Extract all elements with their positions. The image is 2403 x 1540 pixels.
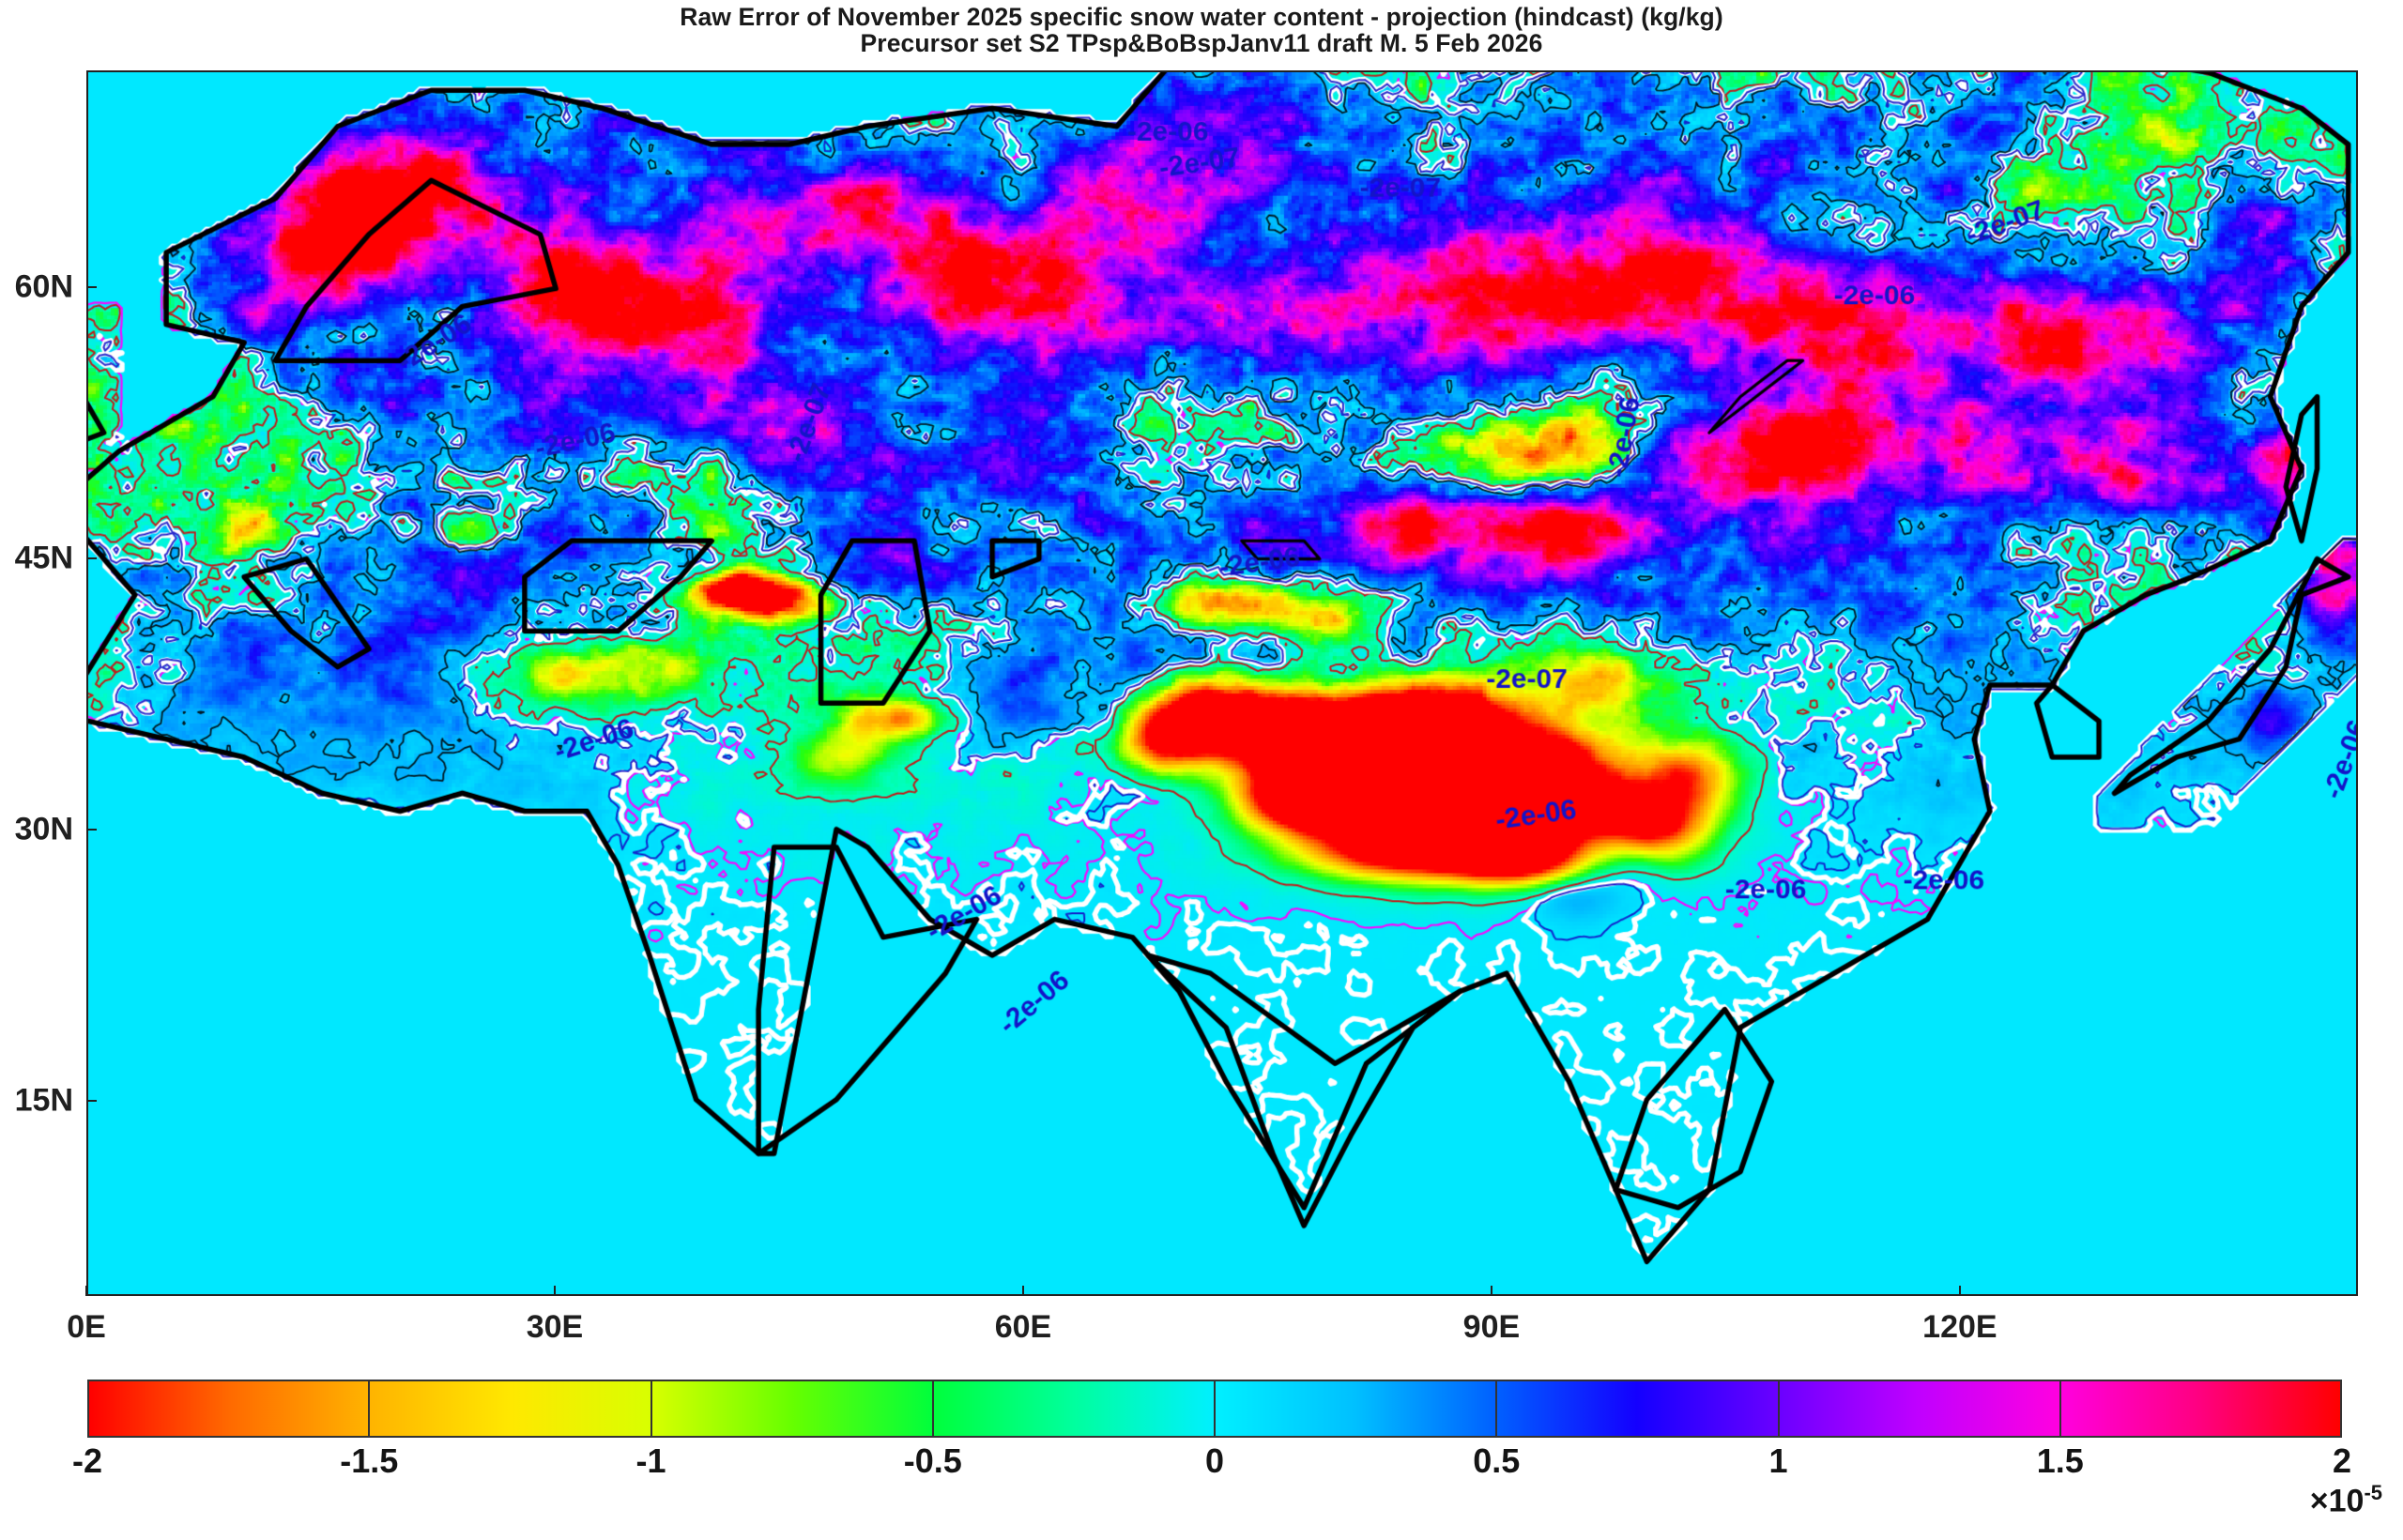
x-tick-mark: [85, 1286, 87, 1296]
colorbar-label-5: 0.5: [1473, 1441, 1521, 1480]
y-tick-mark: [86, 1099, 97, 1102]
x-tick-mark: [1490, 1286, 1492, 1296]
colorbar-label-7: 1.5: [2036, 1441, 2084, 1480]
colorbar-tick: [1777, 1380, 1780, 1438]
colorbar-label-1: -1.5: [340, 1441, 399, 1480]
colorbar-label-6: 1: [1768, 1441, 1788, 1480]
colorbar-tick: [931, 1380, 934, 1438]
x-tick-label-0e: 0E: [67, 1309, 106, 1345]
x-tick-mark: [1958, 1286, 1961, 1296]
figure-title-line-2: Precursor set S2 TPsp&BoBspJanv11 draft …: [860, 29, 1543, 57]
x-tick-label-120e: 120E: [1922, 1309, 1997, 1345]
y-tick-label-15n: 15N: [14, 1082, 73, 1119]
y-tick-label-30n: 30N: [14, 811, 73, 847]
x-tick-mark: [1021, 1286, 1024, 1296]
y-tick-label-45n: 45N: [14, 540, 73, 576]
x-tick-label-30e: 30E: [526, 1309, 584, 1345]
figure-title-block: Raw Error of November 2025 specific snow…: [0, 4, 2403, 56]
colorbar-label-4: 0: [1204, 1441, 1225, 1480]
colorbar-tick: [368, 1380, 371, 1438]
x-tick-label-90e: 90E: [1462, 1309, 1521, 1345]
x-tick-label-60e: 60E: [994, 1309, 1052, 1345]
map-heatmap-canvas: [88, 72, 2356, 1294]
multiplier-base: ×10: [2309, 1483, 2365, 1519]
colorbar-tick: [2059, 1380, 2061, 1438]
colorbar-label-3: -0.5: [903, 1441, 962, 1480]
colorbar-tick: [1214, 1380, 1216, 1438]
y-tick-mark: [86, 829, 97, 831]
colorbar-label-8: 2: [2332, 1441, 2352, 1480]
colorbar-label-0: -2: [71, 1441, 103, 1480]
x-tick-mark: [553, 1286, 556, 1296]
y-tick-mark: [86, 557, 97, 560]
y-tick-mark: [86, 286, 97, 289]
colorbar-tick: [1495, 1380, 1498, 1438]
map-plot-area: [86, 70, 2358, 1296]
colorbar-tick: [650, 1380, 652, 1438]
y-tick-label-60n: 60N: [14, 268, 73, 305]
figure-title-line-1: Raw Error of November 2025 specific snow…: [680, 3, 1723, 31]
colorbar-label-2: -1: [635, 1441, 666, 1480]
multiplier-exponent: -5: [2364, 1481, 2382, 1504]
colorbar-multiplier-label: ×10-5: [2310, 1481, 2382, 1519]
